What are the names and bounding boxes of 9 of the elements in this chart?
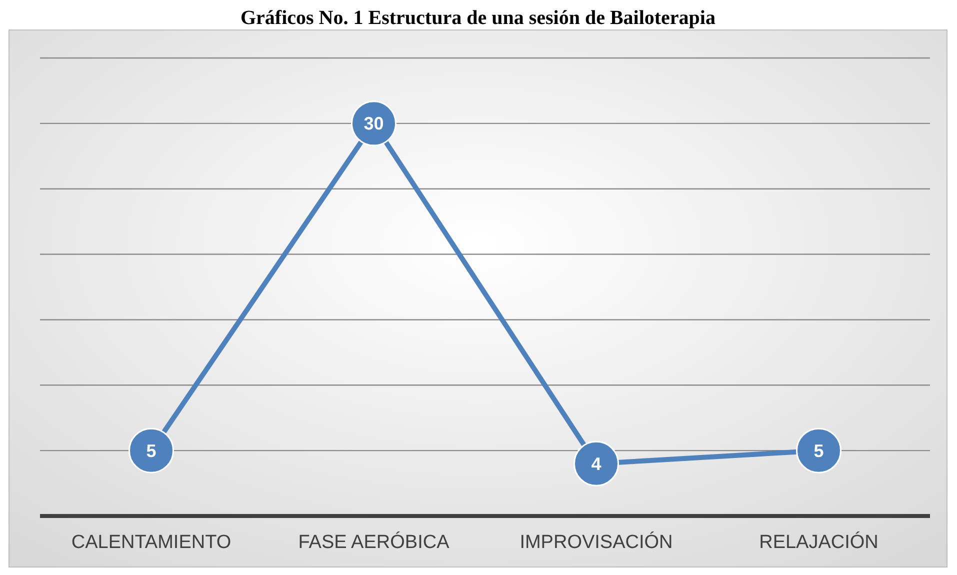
data-label: 30 xyxy=(364,114,384,134)
x-tick-label: IMPROVISACIÓN xyxy=(520,531,673,553)
x-tick-label: FASE AERÓBICA xyxy=(298,531,450,553)
data-label: 5 xyxy=(146,440,156,461)
chart-title: Gráficos No. 1 Estructura de una sesión de Bailoterapia xyxy=(240,7,716,29)
x-tick-label: RELAJACIÓN xyxy=(759,531,878,553)
data-label: 4 xyxy=(591,454,602,474)
data-label: 5 xyxy=(814,440,824,461)
x-tick-label: CALENTAMIENTO xyxy=(71,532,232,553)
